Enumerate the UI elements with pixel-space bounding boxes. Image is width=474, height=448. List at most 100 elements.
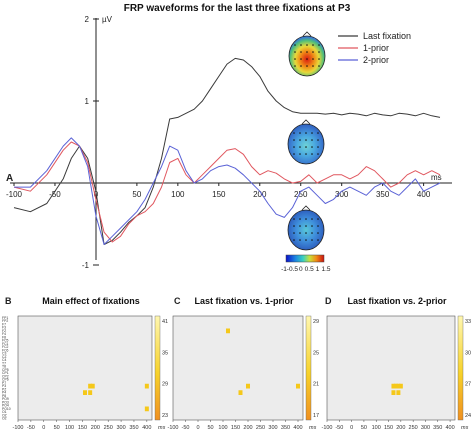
heatmap-x-tick-label: 0 xyxy=(196,425,199,431)
heatmap-channel-label: FC2 xyxy=(2,345,9,349)
topomap-electrode-dot xyxy=(311,146,313,148)
topomap-electrode-dot xyxy=(305,232,307,234)
heatmap-colorbar-tick: 23 xyxy=(162,413,168,419)
heatmap-x-tick-label: 200 xyxy=(243,425,252,431)
legend-label-1: 1-prior xyxy=(363,43,389,53)
heatmap-channel-label: CZ xyxy=(2,355,7,359)
topomap-electrode-dot xyxy=(306,65,308,67)
y-tick-label: 2 xyxy=(85,15,90,24)
heatmap-panel-b: B Main effect of fixations -100 -50 0 50 100 15… xyxy=(2,296,168,431)
x-tick-label: 50 xyxy=(132,190,141,199)
heatmap-colorbar-tick: 21 xyxy=(313,382,319,388)
heatmap-channel-label: F7 xyxy=(2,322,6,326)
heatmap-channel-label: C3 xyxy=(2,352,6,356)
heatmap-cell xyxy=(393,383,398,389)
topomap-head-0 xyxy=(288,35,326,77)
heatmap-x-tick-label: 350 xyxy=(433,425,442,431)
topomap-electrode-dot xyxy=(305,239,307,241)
heatmap-colorbar-c xyxy=(305,315,312,421)
topomap-electrode-dot xyxy=(305,218,307,220)
heatmap-colorbar-tick: 29 xyxy=(313,319,319,325)
topomap-electrode-dot xyxy=(294,58,296,60)
heatmap-panel-c: C Last fixation vs. 1-prior -100 -50 0 50 100 1… xyxy=(167,296,319,431)
series-line-0 xyxy=(13,57,441,245)
heatmap-x-tick-label: 250 xyxy=(104,425,113,431)
legend-label-2: 2-prior xyxy=(363,55,389,65)
topomap-electrode-dot xyxy=(293,225,295,227)
x-tick-label: 200 xyxy=(253,190,267,199)
topomap-electrode-dot xyxy=(305,132,307,134)
topography-group xyxy=(287,31,326,251)
topomap-electrode-dot xyxy=(300,65,302,67)
heatmap-title-d: Last fixation vs. 2-prior xyxy=(347,296,447,306)
heatmap-channel-label: PO3 xyxy=(2,400,9,404)
topomap-electrode-dot xyxy=(312,44,314,46)
heatmap-channel-label: FC5 xyxy=(2,339,9,343)
topomap-electrode-dot xyxy=(299,132,301,134)
x-tick-label: -50 xyxy=(49,190,61,199)
topomap-nose-1 xyxy=(301,119,311,125)
topomap-electrode-dot xyxy=(318,58,320,60)
topomap-electrode-dot xyxy=(311,132,313,134)
heatmap-channel-label: P3 xyxy=(2,384,6,388)
topomap-electrode-dot xyxy=(300,58,302,60)
topomap-electrode-dot xyxy=(299,146,301,148)
panel-letter-b: B xyxy=(5,296,12,306)
heatmap-x-unit: ms xyxy=(309,425,317,431)
heatmap-x-unit: ms xyxy=(461,425,469,431)
heatmap-colorbar-d xyxy=(457,315,464,421)
panel-letter-c: C xyxy=(174,296,181,306)
topomap-electrode-dot xyxy=(312,65,314,67)
heatmap-cell xyxy=(90,383,95,389)
x-tick-label: -100 xyxy=(6,190,23,199)
topomap-electrode-dot xyxy=(300,44,302,46)
heatmap-x-tick-label: 250 xyxy=(256,425,265,431)
heatmap-x-tick-label: 150 xyxy=(384,425,393,431)
x-tick-label: 100 xyxy=(171,190,185,199)
x-tick-label: 350 xyxy=(376,190,390,199)
heatmap-x-tick-label: 200 xyxy=(91,425,100,431)
heatmap-cell xyxy=(391,390,396,395)
heatmap-x-tick-label: 100 xyxy=(65,425,74,431)
heatmap-x-tick-label: 0 xyxy=(42,425,45,431)
heatmap-channel-label: FZ xyxy=(2,329,6,333)
heatmap-channel-label: PO10 xyxy=(2,407,11,411)
heatmap-colorbar-tick: 30 xyxy=(465,350,471,356)
topomap-electrode-dot xyxy=(294,65,296,67)
topomap-electrode-dot xyxy=(317,146,319,148)
x-tick-group: -100 -50 0 50 100 150 200 250 300 350 400 xyxy=(6,183,431,199)
topomap-electrode-dot xyxy=(300,51,302,53)
heatmap-x-tick-label: 150 xyxy=(231,425,240,431)
heatmap-colorbar-tick: 25 xyxy=(313,350,319,356)
topomap-electrode-dot xyxy=(312,58,314,60)
heatmap-x-tick-label: 100 xyxy=(372,425,381,431)
heatmap-x-tick-label: 300 xyxy=(421,425,430,431)
waveform-group xyxy=(13,57,441,245)
topomap-nose-0 xyxy=(302,31,312,37)
heatmap-x-tick-label: 350 xyxy=(281,425,290,431)
heatmap-area-c xyxy=(172,315,304,421)
colorbar-tick-label: -0.5 xyxy=(287,266,299,273)
heatmap-cell xyxy=(391,383,396,389)
heatmap-cell xyxy=(144,383,149,389)
heatmap-channel-label: CP5 xyxy=(2,368,9,372)
heatmap-title-b: Main effect of fixations xyxy=(42,296,140,306)
heatmap-channel-label: FP1 xyxy=(2,316,8,320)
heatmap-x-tick-label: 100 xyxy=(218,425,227,431)
heatmap-x-tick-label: 300 xyxy=(116,425,125,431)
legend-label-0: Last fixation xyxy=(363,31,411,41)
x-unit-label: ms xyxy=(431,173,442,182)
topomap-electrode-dot xyxy=(317,239,319,241)
heatmap-x-tick-label: 50 xyxy=(207,425,213,431)
heatmap-x-tick-label: 400 xyxy=(445,425,454,431)
heatmap-cell xyxy=(238,390,243,395)
x-tick-label: 150 xyxy=(212,190,226,199)
heatmap-x-tick-label: -50 xyxy=(27,425,35,431)
topomap-electrode-dot xyxy=(293,153,295,155)
heatmap-channel-label: CP6 xyxy=(2,378,9,382)
topomap-electrode-dot xyxy=(305,225,307,227)
heatmap-x-tick-label: -50 xyxy=(335,425,343,431)
heatmap-channel-label: T7 xyxy=(2,361,6,365)
